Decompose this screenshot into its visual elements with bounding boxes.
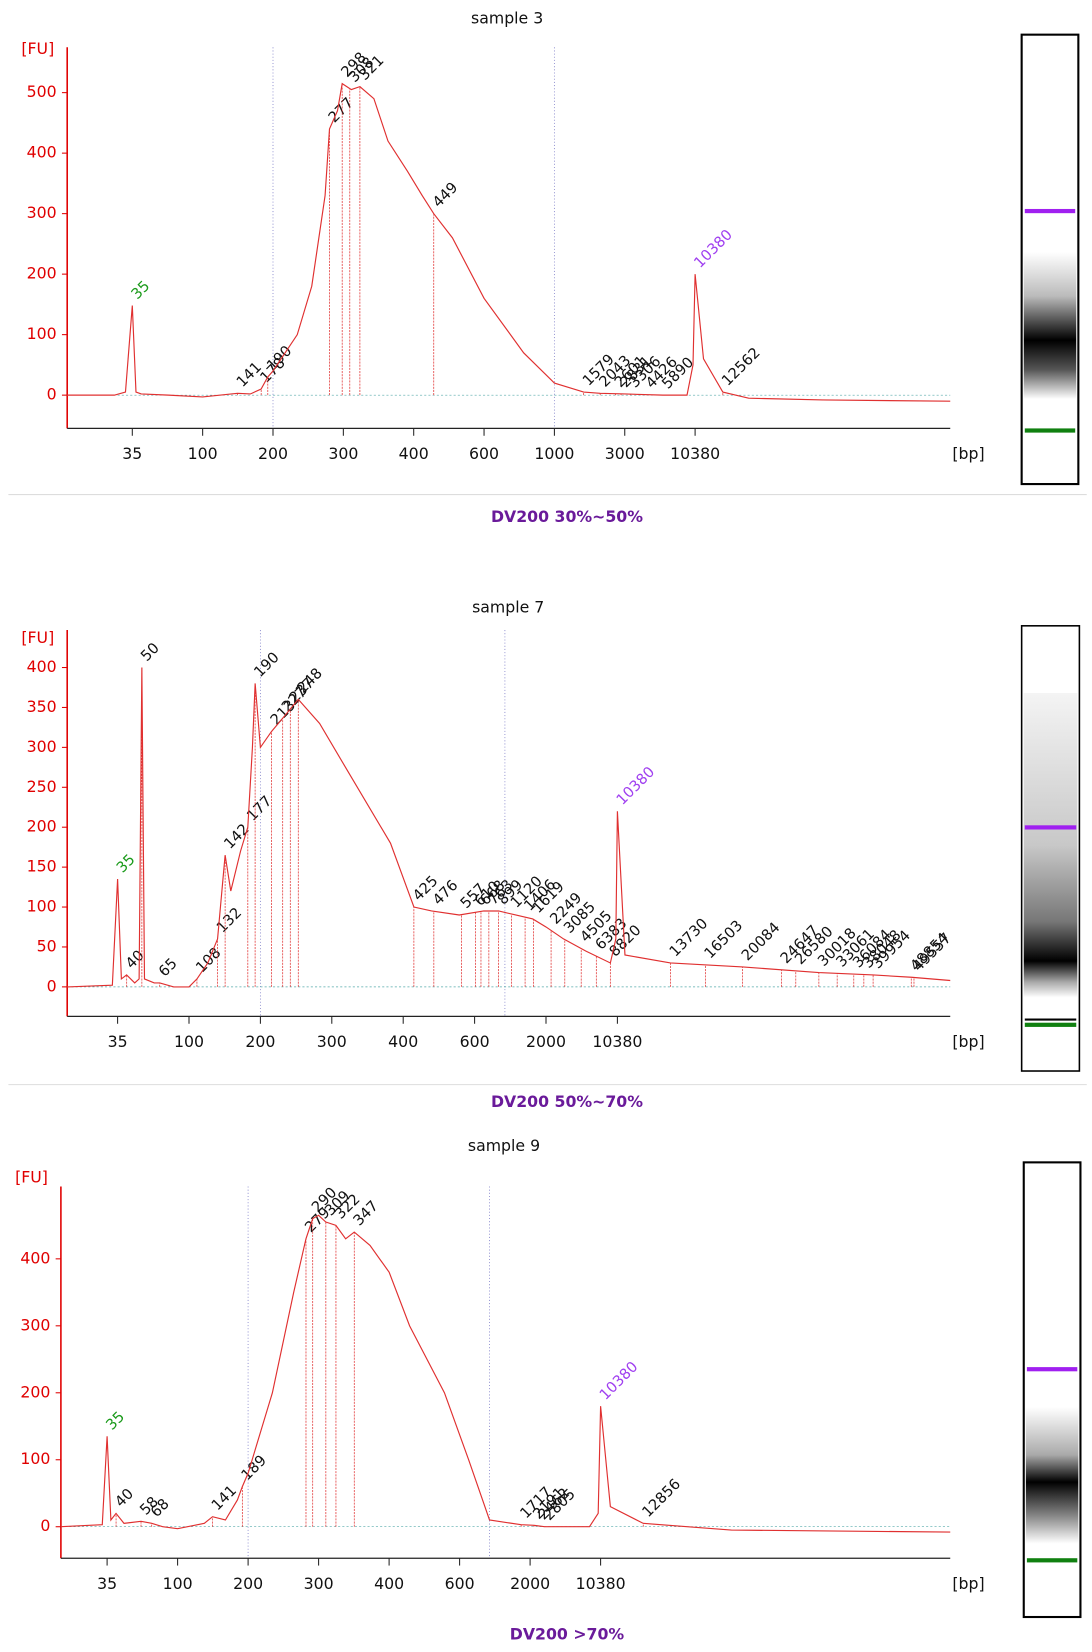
peak-label: 277 bbox=[325, 94, 357, 126]
y-tick-label: 400 bbox=[20, 1248, 50, 1267]
chart-title: sample 9 bbox=[468, 1136, 540, 1155]
trace bbox=[67, 84, 950, 402]
x-tick-label: 10380 bbox=[576, 1574, 626, 1593]
y-tick-label: 100 bbox=[27, 897, 57, 916]
x-tick-label: 600 bbox=[445, 1574, 475, 1593]
peak-label: 20084 bbox=[738, 919, 783, 964]
x-tick-label: 10380 bbox=[592, 1032, 642, 1051]
marker-label: 35 bbox=[113, 851, 138, 876]
caption: DV200 >70% bbox=[510, 1624, 625, 1643]
gel-lane bbox=[1024, 1162, 1081, 1617]
x-tick-label: 400 bbox=[388, 1032, 418, 1051]
y-axis-label: [FU] bbox=[21, 39, 54, 58]
y-tick-label: 0 bbox=[47, 976, 57, 995]
y-axis-label: [FU] bbox=[21, 628, 54, 647]
y-tick-label: 250 bbox=[27, 777, 57, 796]
x-axis-label: [bp] bbox=[952, 1574, 984, 1593]
y-tick-label: 500 bbox=[27, 82, 57, 101]
x-tick-label: 600 bbox=[460, 1032, 490, 1051]
trace bbox=[61, 1215, 950, 1532]
y-tick-label: 350 bbox=[27, 697, 57, 716]
x-tick-label: 300 bbox=[328, 444, 358, 463]
x-tick-label: 300 bbox=[317, 1032, 347, 1051]
x-tick-label: 300 bbox=[304, 1574, 334, 1593]
y-axis-label: [FU] bbox=[15, 1168, 48, 1187]
chart-title: sample 3 bbox=[471, 8, 543, 27]
peak-label: 449 bbox=[429, 179, 461, 211]
y-tick-label: 0 bbox=[40, 1516, 50, 1535]
marker-label: 35 bbox=[128, 278, 153, 303]
y-tick-label: 0 bbox=[47, 385, 57, 404]
x-tick-label: 3000 bbox=[605, 444, 645, 463]
x-tick-label: 200 bbox=[233, 1574, 263, 1593]
chart: sample 3 DV200 30%~50% [FU] [bp] 0 100 200 300 4… bbox=[0, 0, 1092, 1648]
peak-label: 50 bbox=[138, 640, 163, 665]
peak-label: 65 bbox=[155, 955, 180, 980]
marker-label: 10380 bbox=[596, 1358, 641, 1403]
x-tick-label: 400 bbox=[374, 1574, 404, 1593]
y-tick-label: 200 bbox=[27, 817, 57, 836]
x-tick-label: 35 bbox=[108, 1032, 128, 1051]
marker-label: 35 bbox=[103, 1408, 128, 1433]
x-tick-label: 100 bbox=[174, 1032, 204, 1051]
peak-label: 40 bbox=[112, 1485, 137, 1510]
page: {"chart_data": [ {"type": "line", "title… bbox=[0, 0, 1092, 1648]
x-tick-label: 2000 bbox=[510, 1574, 550, 1593]
x-tick-label: 100 bbox=[188, 444, 218, 463]
x-tick-label: 600 bbox=[469, 444, 499, 463]
y-tick-label: 100 bbox=[27, 324, 57, 343]
peak-label: 141 bbox=[208, 1482, 240, 1514]
peak-label: 12856 bbox=[639, 1476, 684, 1521]
x-tick-label: 35 bbox=[97, 1574, 117, 1593]
caption: DV200 30%~50% bbox=[491, 507, 643, 526]
caption: DV200 50%~70% bbox=[491, 1092, 643, 1111]
x-tick-label: 100 bbox=[163, 1574, 193, 1593]
peak-label: 12562 bbox=[719, 344, 764, 389]
y-tick-label: 400 bbox=[27, 657, 57, 676]
gel-lane bbox=[1022, 626, 1080, 1071]
y-tick-label: 300 bbox=[27, 737, 57, 756]
x-axis-label: [bp] bbox=[952, 444, 984, 463]
y-tick-label: 200 bbox=[27, 264, 57, 283]
chart-title: sample 7 bbox=[472, 597, 544, 616]
marker-label: 10380 bbox=[613, 763, 658, 808]
marker-label: 10380 bbox=[691, 226, 736, 271]
y-tick-label: 300 bbox=[27, 203, 57, 222]
x-tick-label: 200 bbox=[258, 444, 288, 463]
y-tick-label: 300 bbox=[20, 1315, 50, 1334]
y-tick-label: 150 bbox=[27, 857, 57, 876]
gel-lane bbox=[1022, 35, 1079, 484]
y-tick-label: 200 bbox=[20, 1382, 50, 1401]
y-tick-label: 400 bbox=[27, 143, 57, 162]
y-tick-label: 50 bbox=[37, 936, 57, 955]
x-tick-label: 400 bbox=[399, 444, 429, 463]
x-tick-label: 200 bbox=[245, 1032, 275, 1051]
peak-label: 190 bbox=[251, 649, 283, 681]
x-tick-label: 35 bbox=[122, 444, 142, 463]
x-tick-label: 1000 bbox=[534, 444, 574, 463]
y-tick-label: 100 bbox=[20, 1449, 50, 1468]
peak-label: 189 bbox=[238, 1452, 270, 1484]
x-tick-label: 10380 bbox=[670, 444, 720, 463]
x-tick-label: 2000 bbox=[526, 1032, 566, 1051]
x-axis-label: [bp] bbox=[952, 1032, 984, 1051]
